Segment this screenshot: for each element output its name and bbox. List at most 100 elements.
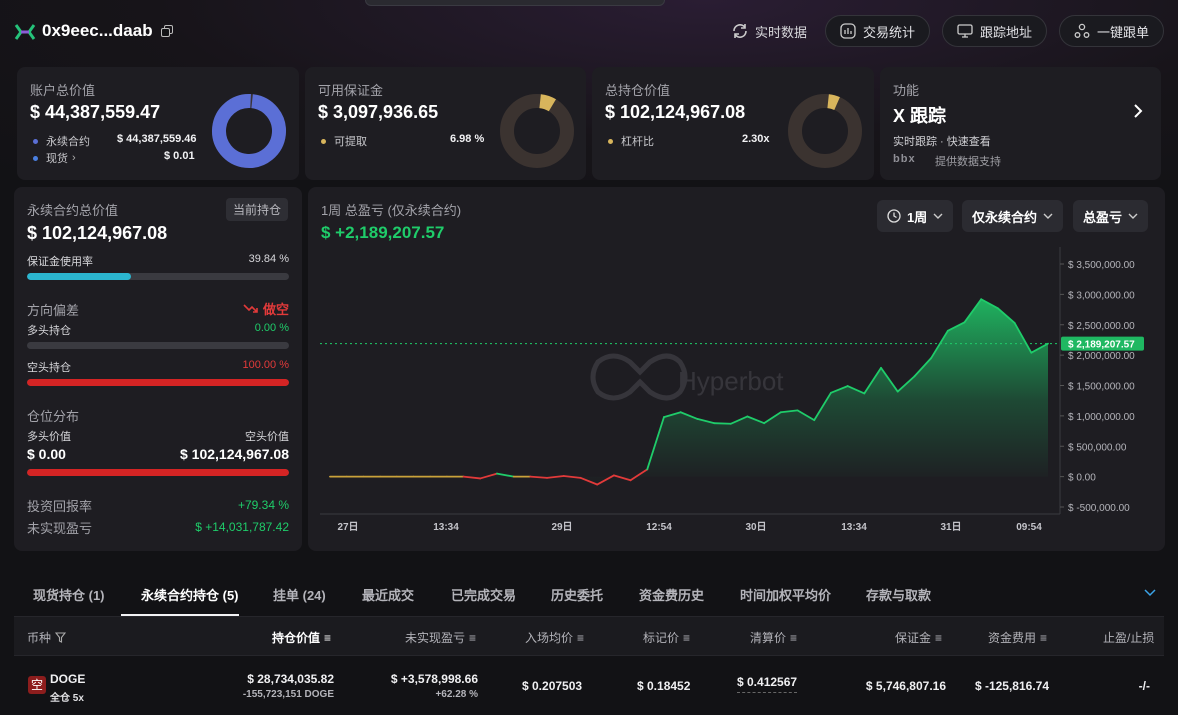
tab-deposits-withdrawals[interactable]: 存款与取款 — [866, 588, 932, 603]
pnl-line-segment — [596, 474, 615, 486]
account-donut-chart — [212, 94, 286, 168]
spot-legend-row[interactable]: 现货 › — [33, 150, 76, 166]
tab-recent-fills[interactable]: 最近成交 — [362, 588, 415, 603]
copy-icon[interactable] — [161, 25, 173, 37]
pnl-line-segment — [813, 391, 832, 422]
bbx-logo: bbx — [893, 153, 916, 165]
pnl-line-segment — [779, 409, 799, 414]
tab-twap[interactable]: 时间加权平均价 — [740, 588, 832, 603]
pnl-line-segment — [562, 475, 582, 479]
tab-spot-holdings[interactable]: 现货持仓 (1) — [33, 588, 105, 603]
tab-open-orders[interactable]: 挂单 (24) — [273, 588, 326, 603]
pnl-area-fill — [330, 299, 1048, 485]
long-value: $ 0.00 — [27, 446, 66, 462]
search-bar[interactable] — [365, 0, 665, 6]
sort-icon: ≡ — [324, 630, 332, 645]
y-tick-label: $ 2,500,000.00 — [1068, 321, 1135, 332]
pnl-chart-panel: 1周 总盈亏 (仅永续合约) $ +2,189,207.57 1周 仅永续合约 … — [308, 187, 1165, 551]
long-position-bar — [27, 342, 289, 349]
period-dropdown[interactable]: 1周 — [877, 200, 954, 232]
chevron-down-icon — [1043, 213, 1053, 219]
long-position-label: 多头持仓 — [27, 325, 71, 337]
col-mark-price[interactable]: 标记价 ≡ — [643, 629, 690, 646]
pnl-line-segment — [579, 476, 599, 486]
pnl-line-segment — [746, 415, 766, 425]
x-tick-label: 31日 — [940, 521, 961, 533]
tab-completed-trades[interactable]: 已完成交易 — [451, 588, 517, 603]
sort-icon: ≡ — [683, 630, 691, 645]
account-value-card: 账户总价值 $ 44,387,559.47 永续合约 $ 44,387,559.… — [17, 67, 299, 180]
x-tick-label: 09:54 — [1016, 522, 1042, 533]
table-row[interactable]: 空 DOGE 全仓 5x $ 28,734,035.82 -155,723,15… — [14, 656, 1164, 715]
realtime-data-label: 实时数据 — [754, 24, 807, 40]
chevron-down-icon — [933, 213, 943, 219]
col-funding[interactable]: 资金费用 ≡ — [988, 629, 1047, 646]
liq-price-cell: $ 0.412567 — [737, 675, 798, 693]
position-value-cell: $ 28,734,035.82 — [247, 672, 334, 686]
y-tick-label: $ 2,000,000.00 — [1068, 351, 1135, 362]
col-margin[interactable]: 保证金 ≡ — [895, 629, 942, 646]
pnl-area-chart: Hyperbot $ 3,500,000.00 $ 3,000,000.00 $ 2… — [320, 247, 1144, 533]
tab-funding-history[interactable]: 资金费历史 — [639, 588, 705, 603]
current-position-tag[interactable]: 当前持仓 — [226, 198, 289, 221]
leverage-value: 2.30x — [742, 133, 770, 145]
pnl-line-segment — [663, 411, 682, 418]
pnl-line-segment — [796, 409, 816, 422]
margin-donut-arc — [500, 94, 574, 168]
spot-legend-label: 现货 — [46, 153, 68, 165]
y-tick-label: $ 3,500,000.00 — [1068, 260, 1135, 271]
current-value-badge — [1061, 336, 1144, 351]
perp-summary-panel: 永续合约总价值 当前持仓 $ 102,124,967.08 保证金使用率 39.… — [14, 187, 302, 551]
scope-label: 仅永续合约 — [972, 209, 1038, 225]
chevron-down-icon[interactable] — [1144, 589, 1156, 597]
trade-stats-label: 交易统计 — [862, 24, 915, 40]
mark-price-cell: $ 0.18452 — [637, 679, 691, 693]
realtime-data-button[interactable]: 实时数据 — [731, 22, 807, 41]
tab-order-history[interactable]: 历史委托 — [551, 588, 604, 603]
scope-dropdown[interactable]: 仅永续合约 — [962, 200, 1064, 232]
leverage-label: 杠杆比 — [621, 136, 654, 148]
filter-icon[interactable] — [55, 632, 67, 643]
col-coin[interactable]: 币种 — [27, 629, 67, 646]
account-value: $ 44,387,559.47 — [30, 102, 161, 122]
tpsl-cell[interactable]: -/- — [1138, 679, 1150, 693]
spot-legend-value: $ 0.01 — [164, 150, 195, 162]
available-margin-card: 可用保证金 $ 3,097,936.65 可提取 6.98 % — [305, 67, 586, 180]
positions-table-header: 币种 持仓价值 ≡ 未实现盈亏 ≡ 入场均价 ≡ 标记价 ≡ 清算价 ≡ 保证金 ≡ 资金费… — [14, 616, 1164, 656]
position-value: $ 102,124,967.08 — [605, 102, 746, 122]
perp-legend-value: $ 44,387,559.46 — [117, 133, 197, 145]
perp-legend-dot — [33, 138, 38, 144]
account-donut-arc — [212, 94, 286, 168]
entry-price-cell: $ 0.207503 — [522, 679, 583, 693]
col-entry-price[interactable]: 入场均价 ≡ — [525, 629, 584, 646]
roi-label: 投资回报率 — [27, 499, 93, 514]
trend-down-icon — [243, 303, 258, 313]
col-position-value[interactable]: 持仓价值 ≡ — [272, 629, 331, 646]
trade-stats-button[interactable]: 交易统计 — [824, 15, 930, 47]
pnl-line-segment — [646, 416, 665, 471]
tab-perp-positions[interactable]: 永续合约持仓 (5) — [141, 588, 239, 603]
coin-name[interactable]: DOGE — [50, 672, 86, 686]
col-upnl[interactable]: 未实现盈亏 ≡ — [405, 629, 476, 646]
chevron-right-icon[interactable] — [1133, 103, 1143, 119]
pnl-line-segment — [496, 472, 515, 478]
active-tab-indicator — [121, 614, 239, 616]
x-tick-label: 13:34 — [841, 522, 867, 533]
col-funding-label: 资金费用 — [988, 631, 1037, 645]
refresh-icon — [733, 24, 747, 38]
pnl-line-segment — [863, 366, 882, 395]
monitor-icon — [957, 24, 973, 38]
chevron-right-icon: › — [72, 152, 76, 164]
x-tracking-card[interactable]: 功能 X 跟踪 实时跟踪 · 快速查看 bbx 提供数据支持 — [880, 67, 1161, 180]
metric-dropdown[interactable]: 总盈亏 — [1073, 200, 1149, 232]
y-tick-label: $ -500,000.00 — [1068, 503, 1130, 514]
feature-title: 功能 — [893, 83, 920, 98]
stats-icon — [840, 23, 856, 39]
track-address-button[interactable]: 跟踪地址 — [941, 15, 1047, 47]
pnl-line-segment — [713, 422, 732, 425]
col-liq-price[interactable]: 清算价 ≡ — [750, 629, 797, 646]
y-tick-label: $ 0.00 — [1068, 473, 1096, 484]
clock-icon — [887, 209, 901, 223]
position-distribution-label: 仓位分布 — [27, 409, 80, 424]
copy-trade-button[interactable]: 一键跟单 — [1058, 15, 1164, 47]
